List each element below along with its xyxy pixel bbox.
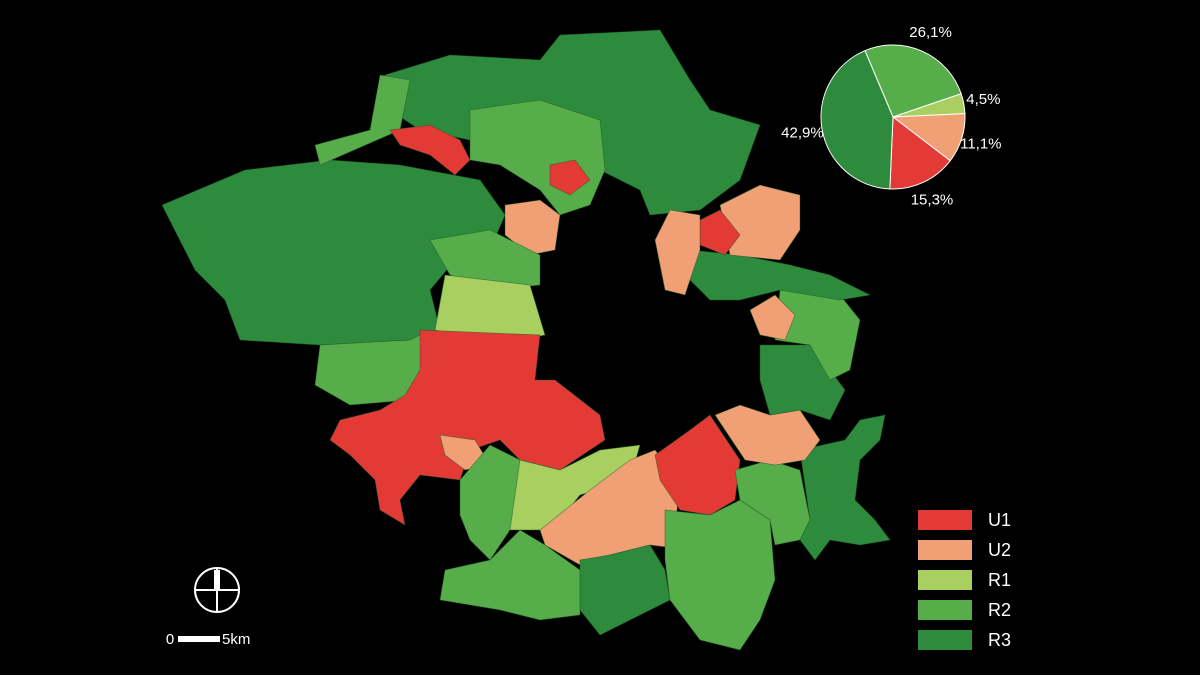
pie-slice bbox=[864, 44, 962, 118]
region bbox=[799, 414, 891, 561]
scale-end: 5km bbox=[222, 631, 250, 648]
pie-chart: 26,1% 4,5% 11,1% 15,3% 42,9% bbox=[781, 24, 1001, 208]
region bbox=[549, 159, 591, 196]
legend-swatch bbox=[918, 540, 972, 560]
pie-label: 26,1% bbox=[909, 24, 952, 41]
pie-label: 4,5% bbox=[966, 91, 1000, 108]
pie-label: 42,9% bbox=[781, 124, 824, 141]
region bbox=[504, 199, 561, 256]
region bbox=[689, 249, 872, 301]
north-arrow bbox=[194, 567, 240, 613]
legend-label: R1 bbox=[988, 570, 1011, 590]
region bbox=[719, 184, 801, 261]
pie-label: 15,3% bbox=[911, 191, 954, 208]
region bbox=[389, 124, 471, 176]
scale-start: 0 bbox=[166, 631, 174, 648]
legend-swatch bbox=[918, 570, 972, 590]
region bbox=[749, 294, 796, 341]
region bbox=[161, 159, 506, 346]
legend-swatch bbox=[918, 630, 972, 650]
legend-label: U1 bbox=[988, 510, 1011, 530]
legend-swatch bbox=[918, 510, 972, 530]
pie-slice bbox=[820, 50, 894, 190]
legend-label: R2 bbox=[988, 600, 1011, 620]
scale-bar: 0 5km bbox=[166, 631, 251, 648]
legend-label: U2 bbox=[988, 540, 1011, 560]
region-map bbox=[161, 29, 891, 651]
scale-bar-rect bbox=[178, 636, 220, 642]
region bbox=[429, 229, 541, 291]
pie-slice bbox=[889, 116, 951, 190]
legend: U1 U2 R1 R2 R3 bbox=[918, 510, 1011, 650]
pie-label: 11,1% bbox=[960, 135, 1001, 152]
region bbox=[654, 414, 741, 516]
legend-swatch bbox=[918, 600, 972, 620]
region bbox=[314, 74, 411, 166]
north-needle bbox=[214, 570, 220, 590]
region bbox=[654, 209, 701, 296]
region bbox=[329, 329, 606, 526]
region bbox=[714, 404, 821, 466]
legend-label: R3 bbox=[988, 630, 1011, 650]
region bbox=[664, 499, 776, 651]
